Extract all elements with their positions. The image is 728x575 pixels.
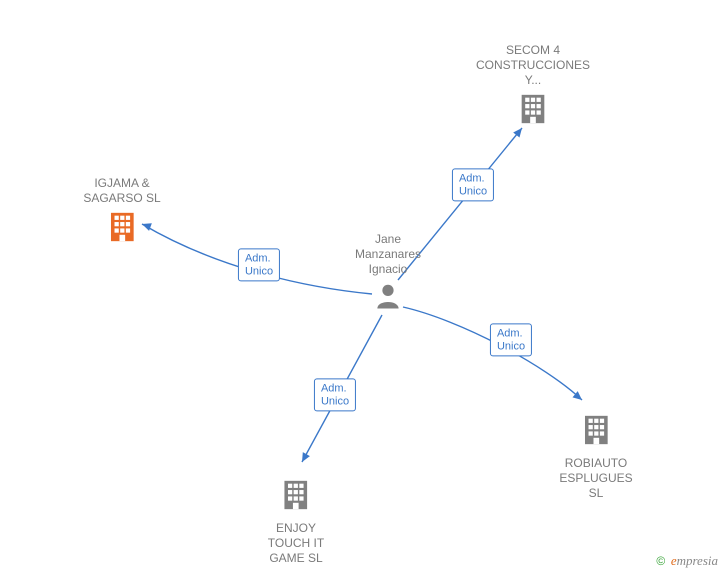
edge-label-secom4: Adm. Unico xyxy=(452,168,494,201)
footer-branding: © empresia xyxy=(656,553,718,569)
node-label-center: Jane Manzanares Ignacio xyxy=(355,232,421,277)
node-igjama[interactable]: IGJAMA & SAGARSO SL xyxy=(83,176,160,249)
arrowhead-icon xyxy=(573,391,585,403)
edge-label-igjama: Adm. Unico xyxy=(238,248,280,281)
node-person-center[interactable]: Jane Manzanares Ignacio xyxy=(355,232,421,316)
arrowhead-icon xyxy=(298,452,309,464)
brand-rest: mpresia xyxy=(677,553,718,568)
building-icon xyxy=(516,92,550,131)
node-secom4[interactable]: SECOM 4 CONSTRUCCIONES Y... xyxy=(476,43,590,131)
copyright-symbol: © xyxy=(656,554,665,568)
edge-label-robiauto: Adm. Unico xyxy=(490,323,532,356)
node-label-igjama: IGJAMA & SAGARSO SL xyxy=(83,176,160,206)
edge-label-enjoy: Adm. Unico xyxy=(314,378,356,411)
node-label-secom4: SECOM 4 CONSTRUCCIONES Y... xyxy=(476,43,590,88)
node-label-enjoy: ENJOY TOUCH IT GAME SL xyxy=(268,521,324,566)
building-icon xyxy=(579,413,613,452)
node-robiauto[interactable]: ROBIAUTO ESPLUGUES SL xyxy=(559,413,632,501)
node-enjoy[interactable]: ENJOY TOUCH IT GAME SL xyxy=(268,478,324,566)
node-label-robiauto: ROBIAUTO ESPLUGUES SL xyxy=(559,456,632,501)
person-icon xyxy=(373,281,403,316)
diagram-canvas: Jane Manzanares Ignacio IGJAMA & SAGARSO… xyxy=(0,0,728,575)
building-icon xyxy=(279,478,313,517)
building-icon xyxy=(105,210,139,249)
